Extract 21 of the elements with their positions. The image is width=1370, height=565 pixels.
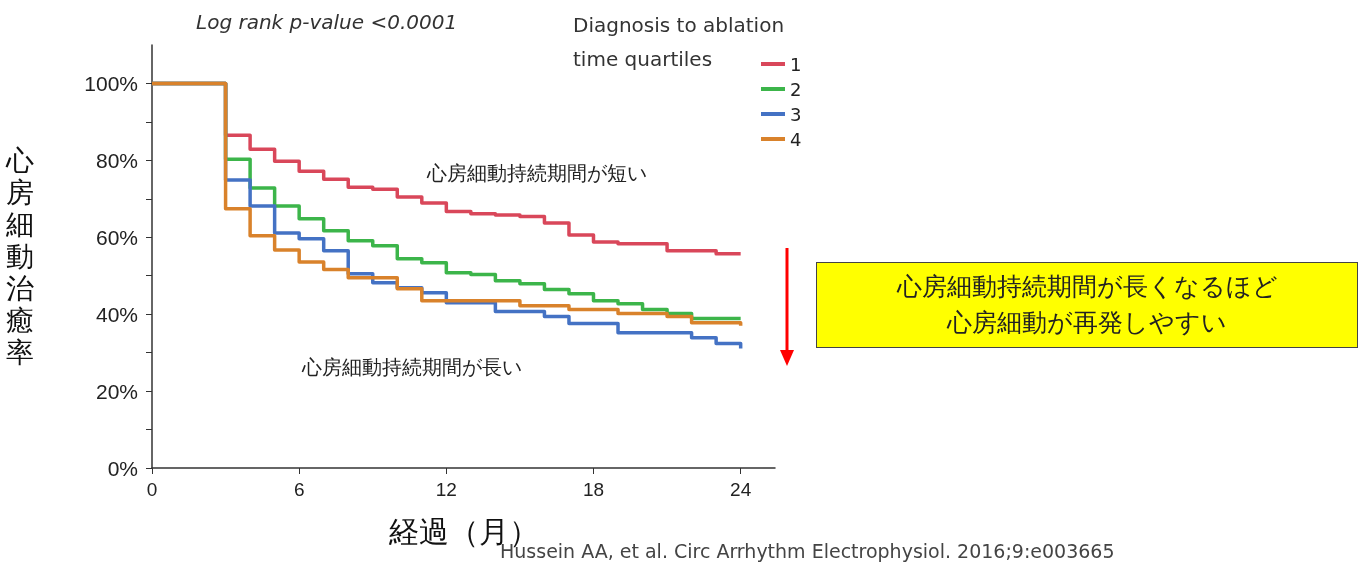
annotation: 心房細動持続期間が長い [302,354,522,381]
legend-label: 1 [790,53,802,75]
text: 心房細動持続期間が長くなるほど心房細動が再発しやすい [816,262,1358,348]
text: Log rank p-value <0.0001 [196,10,458,34]
legend-label: 2 [790,78,802,100]
y-axis-title: 心房細動治癒率 [5,144,34,369]
y-tick-label: 100% [84,71,138,95]
legend-title: Diagnosis to ablation time quartiles [573,12,785,73]
y-tick-label: 0% [107,456,138,480]
x-tick-label: 6 [293,479,305,500]
y-tick-label: 20% [95,379,138,403]
legend-label: 3 [790,103,802,125]
legend-label: 4 [790,128,802,150]
y-tick-label: 40% [95,302,138,326]
x-tick-label: 12 [435,479,457,500]
annotation: 心房細動持続期間が短い [427,160,647,187]
x-tick-label: 18 [582,479,605,500]
y-tick-label: 60% [95,225,138,249]
y-tick-label: 80% [95,148,138,172]
x-tick-label: 24 [730,479,752,500]
x-tick-label: 0 [146,479,158,500]
